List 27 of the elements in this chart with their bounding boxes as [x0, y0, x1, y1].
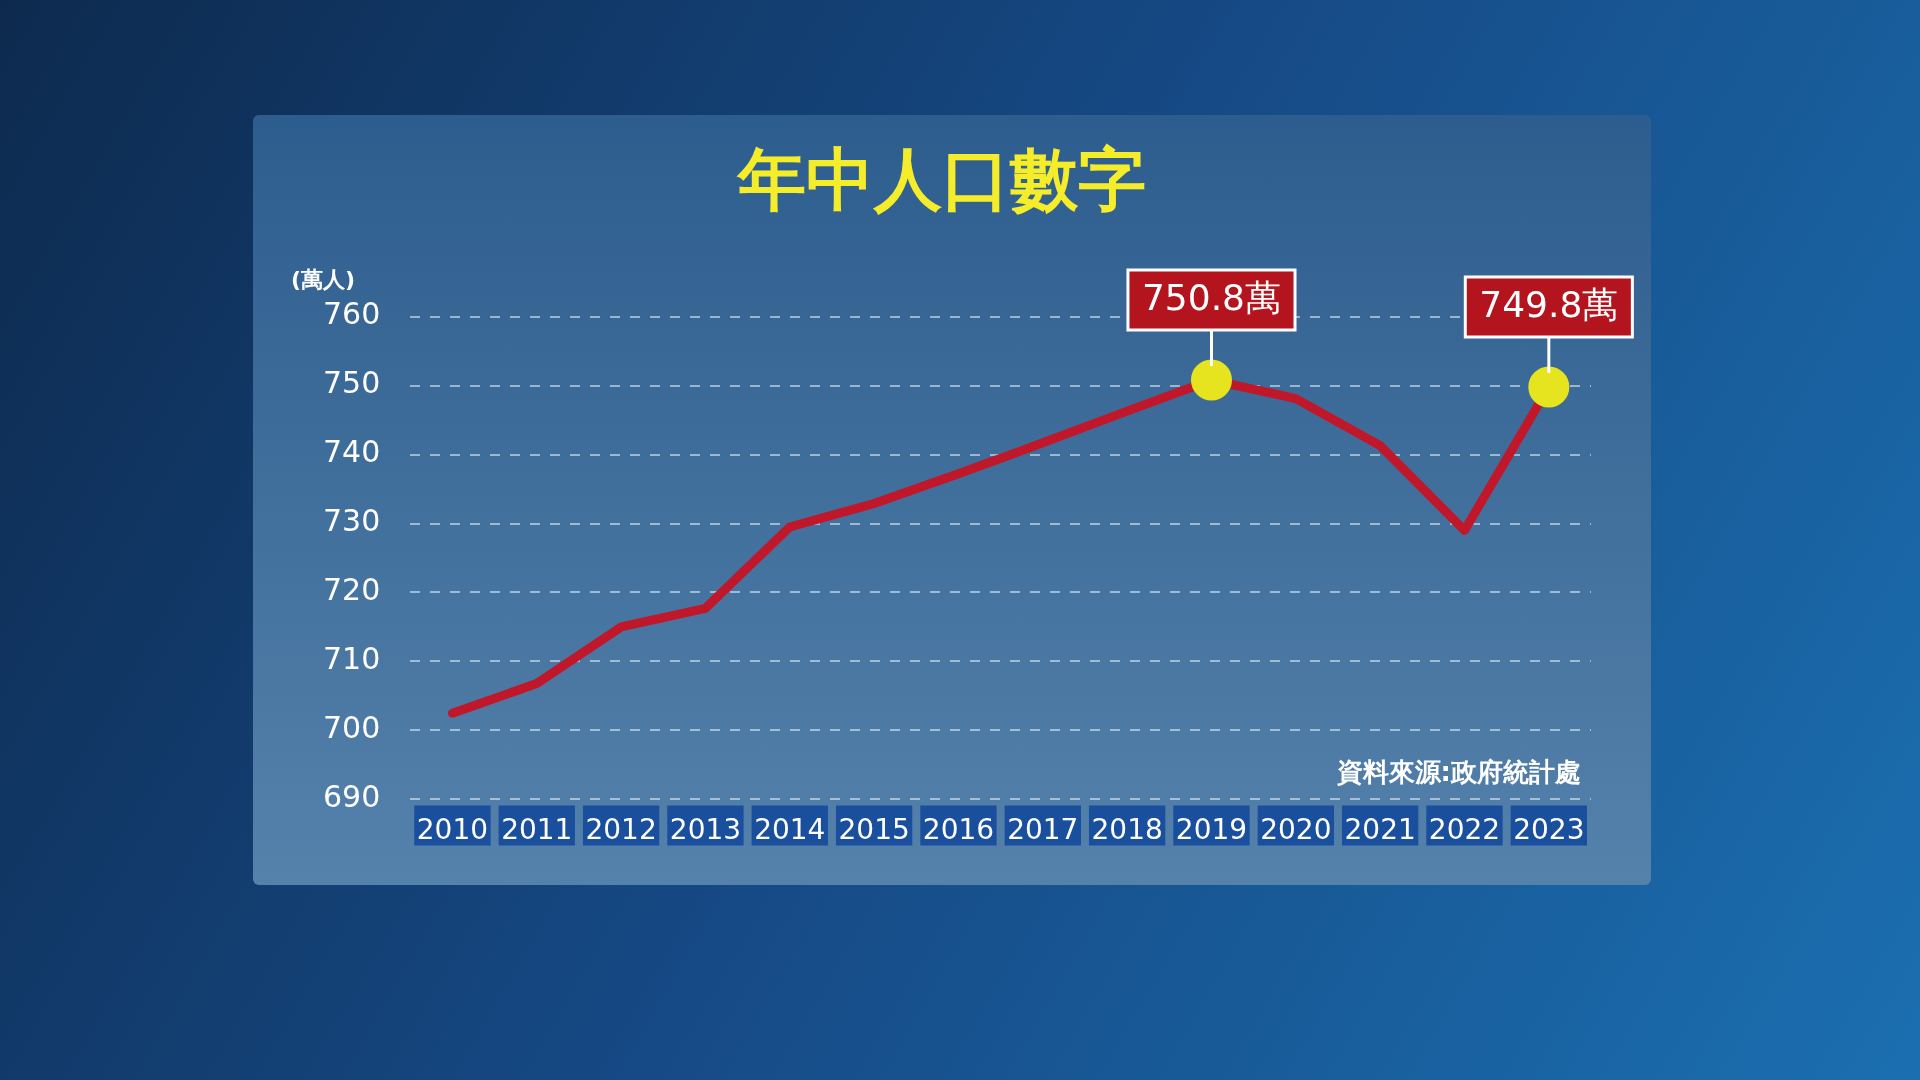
- y-tick-label: 750: [323, 365, 381, 401]
- x-tick-label: 2019: [1175, 813, 1248, 847]
- y-tick-label: 740: [323, 434, 381, 470]
- x-tick-label: 2016: [922, 813, 995, 847]
- y-tick-label: 700: [323, 710, 381, 746]
- y-tick-label: 720: [323, 572, 381, 608]
- annotation: 資料來源:政府統計處: [1335, 757, 1581, 788]
- x-tick-label: 2012: [585, 813, 657, 847]
- x-tick-label: 2014: [754, 813, 826, 847]
- x-tick-label: 2023: [1513, 813, 1585, 847]
- x-tick-label: 2022: [1428, 813, 1501, 847]
- y-tick-label: 760: [323, 296, 381, 332]
- data-label: 749.8萬: [1479, 284, 1619, 326]
- x-tick-label: 2021: [1344, 813, 1416, 847]
- x-tick-label: 2011: [501, 813, 573, 847]
- x-tick-label: 2017: [1007, 813, 1079, 847]
- x-tick-label: 2018: [1091, 813, 1163, 847]
- data-label: 750.8萬: [1141, 277, 1282, 319]
- x-tick-label: 2010: [416, 813, 489, 847]
- chart-title: 年中人口數字: [736, 140, 1146, 220]
- x-tick-label: 2013: [669, 813, 742, 847]
- y-tick-label: 710: [323, 641, 381, 677]
- y-tick-label: 690: [323, 779, 381, 815]
- x-tick-label: 2020: [1260, 813, 1332, 847]
- x-tick-label: 2015: [838, 813, 910, 847]
- y-axis-title: (萬人): [290, 266, 356, 292]
- y-tick-label: 730: [323, 503, 381, 539]
